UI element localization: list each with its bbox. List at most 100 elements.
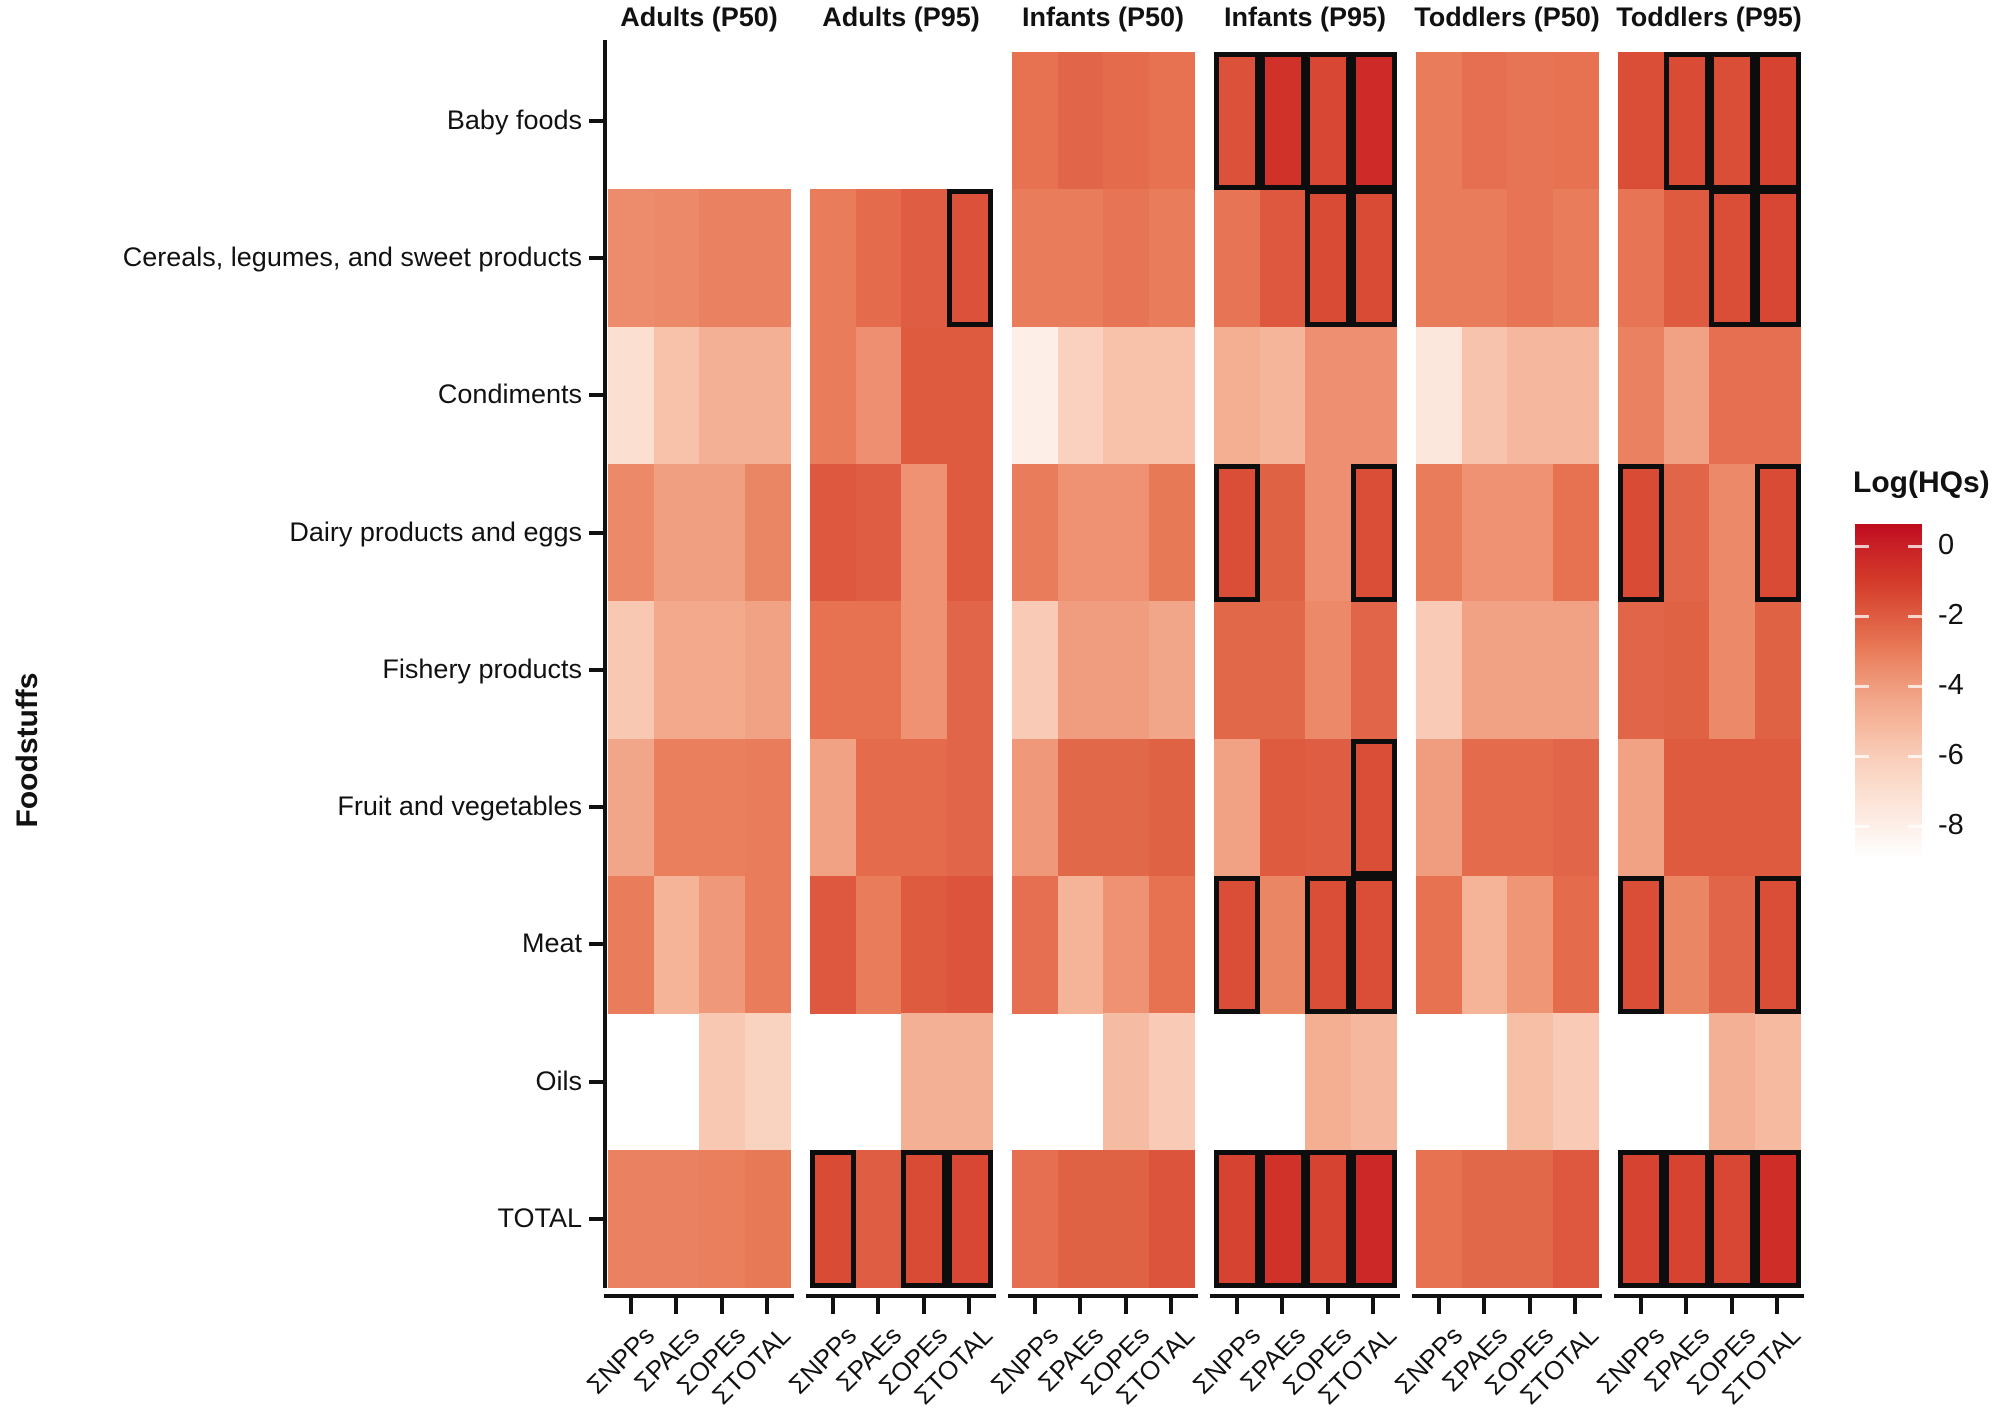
- highlight-box: [1305, 1150, 1352, 1289]
- heatmap-cell: [1259, 189, 1306, 328]
- heatmap-cell: [1012, 738, 1059, 877]
- heatmap-cell: [1709, 601, 1756, 740]
- heatmap-cell: [1103, 463, 1150, 602]
- highlight-box: [1350, 52, 1397, 190]
- heatmap-cell: [1148, 326, 1195, 465]
- heatmap-cell: [1148, 601, 1195, 740]
- row-label: TOTAL: [497, 1203, 582, 1233]
- heatmap-cell: [1416, 52, 1463, 190]
- highlight-box: [1214, 463, 1261, 602]
- heatmap-cell: [1663, 875, 1710, 1014]
- heatmap-cell: [1461, 326, 1508, 465]
- heatmap-cell: [1507, 875, 1554, 1014]
- highlight-box: [1754, 52, 1801, 190]
- heatmap-cell: [1057, 1150, 1104, 1289]
- x-axis-tick: [629, 1297, 633, 1314]
- highlight-box: [946, 1150, 993, 1289]
- heatmap-cell: [1350, 189, 1397, 328]
- heatmap-cell: [1305, 601, 1352, 740]
- heatmap-cell: [1754, 52, 1801, 190]
- heatmap-cell: [1709, 326, 1756, 465]
- heatmap-cell: [1618, 601, 1665, 740]
- heatmap-cell: [1416, 875, 1463, 1014]
- heatmap-cell: [1103, 52, 1150, 190]
- heatmap-cell: [1663, 601, 1710, 740]
- x-axis-tick: [1528, 1297, 1532, 1314]
- highlight-box: [1618, 463, 1665, 602]
- x-axis-tick: [967, 1297, 971, 1314]
- heatmap-cell: [1057, 52, 1104, 190]
- heatmap-cell: [1214, 601, 1261, 740]
- heatmap-cell: [1148, 1150, 1195, 1289]
- highlight-box: [1754, 1150, 1801, 1289]
- x-axis-tick: [1169, 1297, 1173, 1314]
- legend-tick-label: -8: [1938, 809, 1964, 841]
- legend-tick-label: -6: [1938, 739, 1964, 771]
- heatmap-cell: [699, 1013, 746, 1151]
- heatmap-cell: [1461, 52, 1508, 190]
- x-axis-tick: [1124, 1297, 1128, 1314]
- heatmap-cell: [1507, 1150, 1554, 1289]
- x-axis-tick: [1639, 1297, 1643, 1314]
- heatmap-cell: [1754, 463, 1801, 602]
- heatmap-cell: [1618, 875, 1665, 1014]
- row-label: Oils: [535, 1066, 583, 1096]
- heatmap-cell: [1709, 738, 1756, 877]
- heatmap-cell: [1057, 463, 1104, 602]
- heatmap-cell: [608, 189, 655, 328]
- x-axis-line: [1008, 1293, 1198, 1298]
- x-axis-tick: [765, 1297, 769, 1314]
- heatmap-cell: [855, 738, 902, 877]
- x-axis-line: [604, 1293, 794, 1298]
- y-axis-tick: [589, 805, 603, 809]
- highlight-box: [1709, 1150, 1756, 1289]
- y-axis-tick: [589, 531, 603, 535]
- y-axis-tick: [589, 393, 603, 397]
- legend-title: Log(HQs): [1853, 466, 1990, 499]
- heatmap-cell: [744, 1150, 791, 1289]
- heatmap-cell: [1350, 601, 1397, 740]
- heatmap-cell: [699, 875, 746, 1014]
- heatmap-cell: [1214, 463, 1261, 602]
- heatmap-cell: [1416, 738, 1463, 877]
- y-axis-tick: [589, 256, 603, 260]
- highlight-box: [1709, 189, 1756, 328]
- heatmap-cell: [1012, 189, 1059, 328]
- y-axis-title: Foodstuffs: [11, 672, 44, 828]
- x-axis-line: [1614, 1293, 1804, 1298]
- heatmap-cell: [810, 189, 857, 328]
- heatmap-cell: [744, 463, 791, 602]
- heatmap-cell: [1754, 738, 1801, 877]
- highlight-box: [1350, 1150, 1397, 1289]
- heatmap-cell: [653, 601, 700, 740]
- highlight-box: [1754, 463, 1801, 602]
- heatmap-cell: [1305, 1013, 1352, 1151]
- heatmap-cell: [699, 326, 746, 465]
- heatmap-cell: [810, 463, 857, 602]
- legend-tick-mark: [1908, 615, 1922, 618]
- heatmap-cell: [1552, 1013, 1599, 1151]
- highlight-box: [1618, 875, 1665, 1014]
- heatmap-cell: [744, 326, 791, 465]
- heatmap-cell: [946, 189, 993, 328]
- y-axis-tick: [589, 1217, 603, 1221]
- highlight-box: [1305, 189, 1352, 328]
- heatmap-cell: [1148, 52, 1195, 190]
- facet-title: Infants (P50): [1021, 2, 1185, 32]
- heatmap-cell: [699, 1150, 746, 1289]
- y-axis-tick: [589, 942, 603, 946]
- heatmap-cell: [1461, 875, 1508, 1014]
- heatmap-cell: [1103, 875, 1150, 1014]
- heatmap-cell: [1012, 601, 1059, 740]
- heatmap-cell: [744, 189, 791, 328]
- heatmap-cell: [1461, 601, 1508, 740]
- heatmap-cell: [1305, 1150, 1352, 1289]
- heatmap-cell: [1148, 875, 1195, 1014]
- row-label: Condiments: [437, 379, 582, 409]
- y-axis-line: [603, 40, 607, 1288]
- heatmap-cell: [946, 1013, 993, 1151]
- x-axis-line: [1210, 1293, 1400, 1298]
- heatmap-cell: [901, 738, 948, 877]
- heatmap-cell: [1507, 601, 1554, 740]
